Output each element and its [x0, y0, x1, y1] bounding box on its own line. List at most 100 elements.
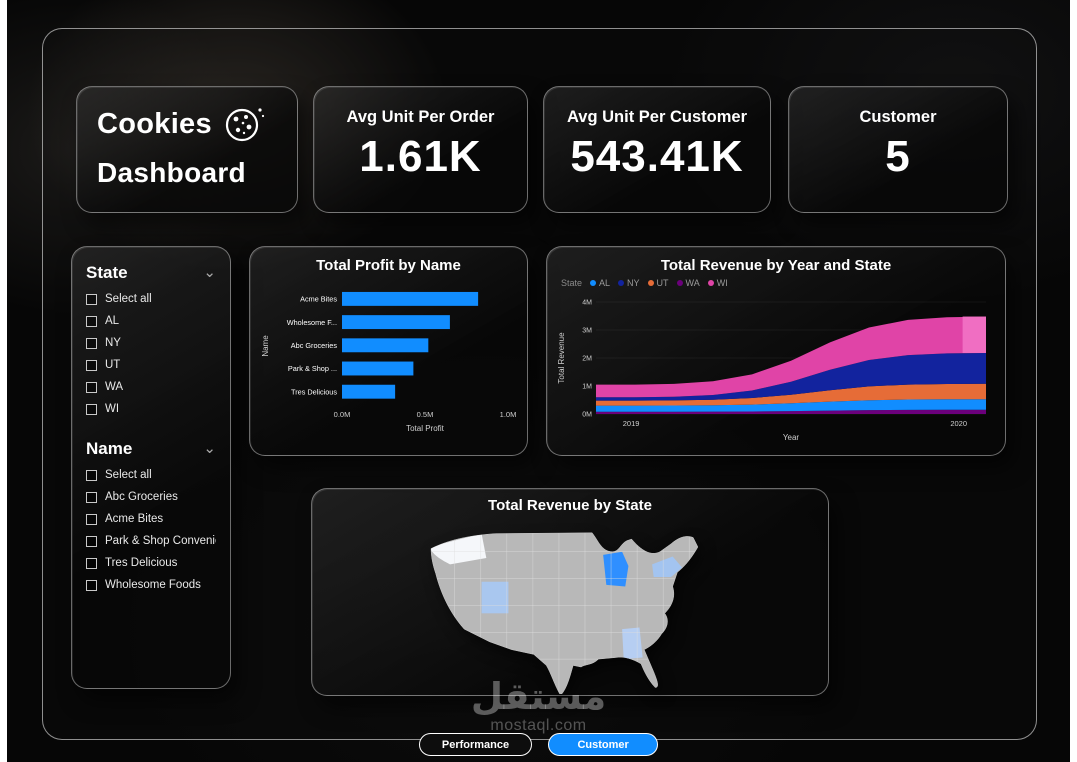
legend-label: NY	[627, 278, 640, 288]
map-state-UT[interactable]	[481, 581, 509, 614]
state-filter-header[interactable]: State ⌄	[86, 263, 216, 283]
filter-option-label: Select all	[105, 293, 152, 305]
checkbox-icon[interactable]	[86, 403, 97, 415]
chevron-down-icon[interactable]: ⌄	[203, 264, 216, 281]
svg-text:Abc Groceries: Abc Groceries	[291, 341, 338, 350]
title-line-1: Cookies	[97, 104, 277, 144]
checkbox-icon[interactable]	[86, 469, 97, 481]
svg-text:Year: Year	[782, 433, 799, 442]
total-revenue-area-chart[interactable]: 0M 1M 2M 3M 4M 2019 2020 Year Total Revenue	[554, 290, 999, 448]
svg-text:4M: 4M	[582, 299, 592, 306]
map-state-WI[interactable]	[603, 551, 629, 587]
svg-text:Acme Bites: Acme Bites	[300, 295, 337, 304]
map-state-WA[interactable]	[429, 533, 487, 565]
checkbox-icon[interactable]	[86, 513, 97, 525]
filter-option-al[interactable]: AL	[86, 315, 216, 327]
name-filter-header[interactable]: Name ⌄	[86, 439, 216, 459]
tab-performance[interactable]: Performance	[418, 733, 533, 756]
total-revenue-by-year-state-card: Total Revenue by Year and State State AL N…	[546, 246, 1006, 456]
checkbox-icon[interactable]	[86, 381, 97, 393]
filter-option-label: Wholesome Foods	[105, 579, 201, 591]
checkbox-icon[interactable]	[86, 337, 97, 349]
legend-item-al[interactable]: AL	[590, 278, 610, 288]
kpi-label: Customer	[859, 108, 937, 126]
svg-text:Total Profit: Total Profit	[406, 424, 445, 433]
checkbox-icon[interactable]	[86, 557, 97, 569]
svg-text:Park & Shop ...: Park & Shop ...	[288, 364, 337, 373]
svg-text:Name: Name	[261, 335, 270, 357]
kpi-value: 543.41K	[570, 132, 744, 181]
filter-section-state: State ⌄ Select all AL NY UT WA WI	[86, 263, 216, 415]
filter-option-select-all[interactable]: Select all	[86, 469, 216, 481]
state-filter-options: Select all AL NY UT WA WI	[86, 293, 216, 415]
filter-option-wi[interactable]: WI	[86, 403, 216, 415]
legend-item-wa[interactable]: WA	[676, 278, 700, 288]
filter-option-label: Tres Delicious	[105, 557, 178, 569]
filter-option-select-all[interactable]: Select all	[86, 293, 216, 305]
bar-chart-title: Total Profit by Name	[316, 257, 461, 274]
total-profit-by-name-card: Total Profit by Name 0.0M 0.5M 1.0M Acme Bi…	[249, 246, 528, 456]
filter-option-wholesome-foods[interactable]: Wholesome Foods	[86, 579, 216, 591]
map-highlighted-states	[429, 533, 683, 660]
filter-option-abc-groceries[interactable]: Abc Groceries	[86, 491, 216, 503]
name-filter-title: Name	[86, 439, 133, 458]
us-map[interactable]	[420, 520, 720, 694]
filter-option-ut[interactable]: UT	[86, 359, 216, 371]
checkbox-icon[interactable]	[86, 579, 97, 591]
filter-option-ny[interactable]: NY	[86, 337, 216, 349]
legend-label: WI	[716, 278, 728, 288]
footer-tabs: Performance Customer	[7, 733, 1070, 756]
svg-text:Wholesome F...: Wholesome F...	[287, 318, 337, 327]
checkbox-icon[interactable]	[86, 491, 97, 503]
checkbox-icon[interactable]	[86, 315, 97, 327]
svg-text:1M: 1M	[582, 383, 592, 390]
kpi-card-avg-unit-per-order: Avg Unit Per Order 1.61K	[313, 86, 528, 213]
filter-option-label: Park & Shop Convenie...	[105, 535, 216, 547]
filter-panel: State ⌄ Select all AL NY UT WA WI Name ⌄ Sele…	[71, 246, 231, 689]
kpi-label: Avg Unit Per Customer	[566, 108, 747, 126]
svg-text:0.5M: 0.5M	[417, 410, 434, 419]
map-state-AL[interactable]	[622, 627, 643, 660]
svg-text:Tres Delicious: Tres Delicious	[291, 387, 337, 396]
legend-title: State	[561, 278, 583, 288]
svg-text:2020: 2020	[950, 419, 967, 428]
legend-item-ny[interactable]: NY	[618, 278, 640, 288]
name-filter-options: Select all Abc Groceries Acme Bites Park & …	[86, 469, 216, 591]
legend-label: UT	[656, 278, 669, 288]
legend-dot	[590, 280, 597, 286]
filter-option-wa[interactable]: WA	[86, 381, 216, 393]
title-dashboard: Dashboard	[97, 157, 246, 188]
legend-item-ut[interactable]: UT	[647, 278, 669, 288]
checkbox-icon[interactable]	[86, 359, 97, 371]
svg-text:1.0M: 1.0M	[500, 410, 517, 419]
total-revenue-by-state-card: Total Revenue by State	[311, 488, 829, 696]
map-state-NY[interactable]	[652, 556, 683, 577]
filter-option-tres-delicious[interactable]: Tres Delicious	[86, 557, 216, 569]
filter-option-acme-bites[interactable]: Acme Bites	[86, 513, 216, 525]
kpi-label: Avg Unit Per Order	[346, 108, 495, 126]
area-chart-title: Total Revenue by Year and State	[660, 257, 892, 274]
checkbox-icon[interactable]	[86, 293, 97, 305]
filter-option-label: Select all	[105, 469, 152, 481]
legend-dot	[676, 280, 683, 286]
kpi-card-avg-unit-per-customer: Avg Unit Per Customer 543.41K	[543, 86, 771, 213]
filter-option-label: NY	[105, 337, 121, 349]
svg-text:3M: 3M	[582, 327, 592, 334]
filter-option-label: AL	[105, 315, 120, 327]
chevron-down-icon[interactable]: ⌄	[203, 440, 216, 457]
legend-dot	[647, 280, 654, 286]
kpi-value: 5	[885, 132, 911, 181]
legend-item-wi[interactable]: WI	[707, 278, 728, 288]
checkbox-icon[interactable]	[86, 535, 97, 547]
dashboard-frame: Cookies Dashboard	[42, 28, 1037, 740]
tab-customer[interactable]: Customer	[548, 733, 659, 756]
cookie-icon	[225, 108, 265, 142]
filter-option-label: Acme Bites	[105, 513, 164, 525]
filter-option-park-shop-convenie-[interactable]: Park & Shop Convenie...	[86, 535, 216, 547]
total-profit-bar-chart[interactable]: 0.0M 0.5M 1.0M Acme Bites Wholesome F... Abc …	[256, 276, 521, 448]
svg-text:Total Revenue: Total Revenue	[557, 332, 566, 384]
dashboard-canvas: Cookies Dashboard	[7, 0, 1070, 762]
filter-option-label: Abc Groceries	[105, 491, 178, 503]
svg-text:0M: 0M	[582, 411, 592, 418]
legend-dot	[618, 280, 625, 286]
